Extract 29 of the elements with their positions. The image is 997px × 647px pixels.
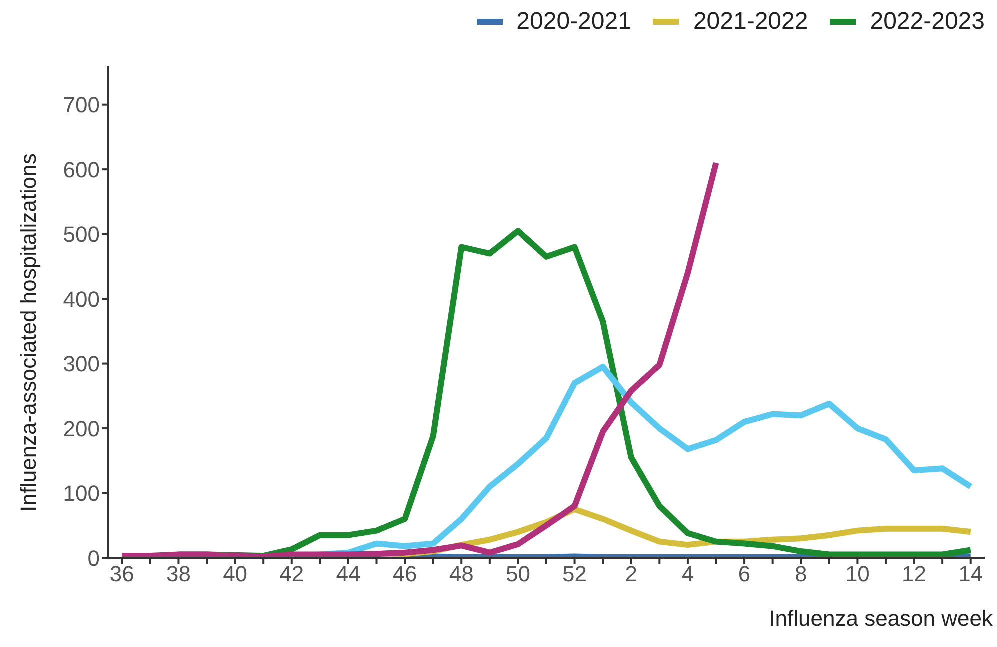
x-tick-label: 14 xyxy=(958,562,984,587)
y-tick-label: 600 xyxy=(63,157,100,182)
x-tick-label: 2 xyxy=(625,562,638,587)
legend-label: 2022-2023 xyxy=(870,8,985,36)
x-tick-label: 4 xyxy=(682,562,694,587)
x-tick-label: 50 xyxy=(506,562,530,587)
x-tick-label: 12 xyxy=(902,562,927,587)
x-tick-label: 42 xyxy=(280,562,304,587)
y-tick-label: 200 xyxy=(63,416,100,442)
y-tick-label: 400 xyxy=(63,286,100,312)
legend-label: 2020-2021 xyxy=(516,8,632,36)
x-tick-label: 46 xyxy=(392,562,418,587)
y-axis-title: Influenza-associated hospitalizations xyxy=(16,154,41,512)
x-tick-label: 44 xyxy=(336,562,361,587)
x-tick-label: 6 xyxy=(738,562,751,587)
y-tick-label: 700 xyxy=(63,92,100,118)
x-tick-label: 52 xyxy=(562,562,588,587)
x-tick-label: 8 xyxy=(794,562,808,587)
y-tick-label: 500 xyxy=(63,222,100,248)
x-tick-label: 38 xyxy=(166,562,191,587)
x-tick-label: 10 xyxy=(845,562,870,587)
legend-label: 2021-2022 xyxy=(693,8,808,36)
x-axis-title: Influenza season week xyxy=(769,606,994,631)
y-tick-label: 0 xyxy=(88,546,100,571)
y-tick-label: 100 xyxy=(63,481,100,506)
y-tick-label: 300 xyxy=(63,352,100,377)
x-tick-label: 40 xyxy=(223,562,248,587)
x-tick-label: 48 xyxy=(449,562,474,587)
x-tick-label: 36 xyxy=(110,562,134,587)
